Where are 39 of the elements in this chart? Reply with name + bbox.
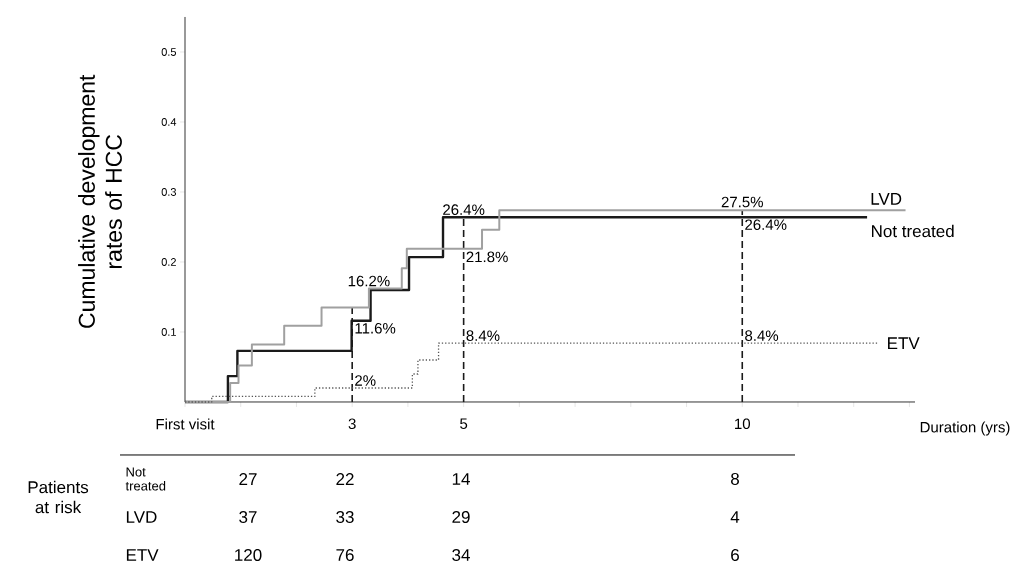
text: 4: [730, 511, 740, 523]
x-tick-label: First visit: [156, 418, 215, 430]
annotation: 21.8%: [466, 251, 508, 263]
annotation: 26.4%: [745, 219, 787, 230]
text: ETV: [126, 549, 159, 561]
text: Not treated: [125, 467, 166, 491]
x-axis-title: Duration (yrs): [920, 421, 1010, 436]
y-tick-label: 0.4: [161, 118, 177, 126]
annotation: 2%: [355, 375, 376, 386]
text: Patients at risk: [28, 480, 89, 514]
annotation: 8.4%: [466, 330, 500, 341]
y-tick-label: 0.1: [161, 328, 176, 336]
series-label: LVD: [871, 192, 902, 205]
y-tick-label: 0.2: [161, 258, 176, 266]
text: 34: [452, 548, 470, 562]
text: 33: [336, 510, 354, 524]
text: 27: [239, 473, 257, 485]
text: 29: [452, 510, 470, 524]
text: 76: [336, 548, 354, 562]
text: LVD: [126, 511, 157, 523]
annotation: 11.6%: [355, 322, 396, 334]
x-tick-label: 5: [460, 418, 468, 429]
y-axis-title: Cumulative development rates of HCC: [78, 74, 122, 328]
annotation: 8.4%: [745, 330, 779, 341]
series-label: Not treated: [872, 224, 954, 238]
text: 120: [235, 548, 262, 562]
text: 14: [452, 473, 470, 485]
series-label: ETV: [888, 337, 920, 350]
annotation: 27.5%: [721, 196, 763, 208]
annotation: 26.4%: [443, 204, 485, 215]
text: 8: [731, 472, 739, 486]
text: 22: [336, 473, 354, 485]
x-tick-label: 3: [348, 418, 356, 430]
text: 37: [239, 510, 257, 524]
annotation: 16.2%: [348, 275, 390, 287]
text: 6: [731, 548, 739, 562]
x-tick-label: 10: [735, 418, 751, 430]
y-tick-label: 0.5: [161, 48, 177, 56]
y-tick-label: 0.3: [161, 188, 177, 196]
